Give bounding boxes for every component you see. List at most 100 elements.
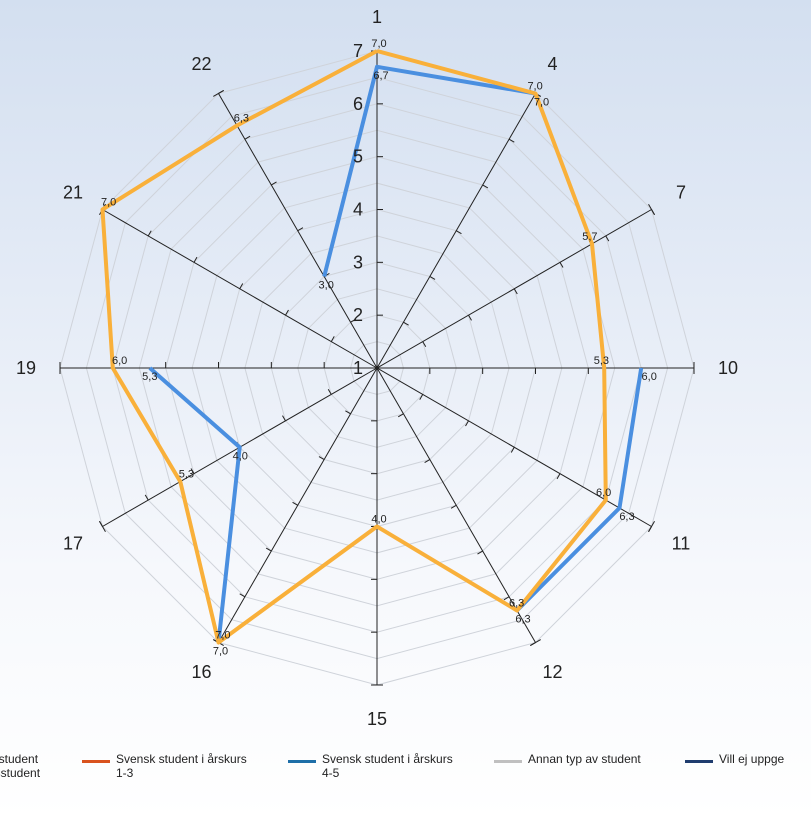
- data-label: 6,3: [509, 598, 524, 610]
- axis-tick: [190, 468, 195, 474]
- axis-tick: [424, 459, 431, 463]
- data-label: 4,0: [233, 450, 248, 462]
- axis-tick: [397, 413, 404, 418]
- axis-tick: [239, 593, 246, 598]
- axis-tick: [271, 181, 277, 186]
- legend-swatch: [288, 760, 316, 763]
- data-label: 6,3: [234, 112, 249, 124]
- legend-label: Svensk student i årskurs 4-5: [322, 752, 453, 780]
- axis-label: 10: [718, 358, 738, 378]
- axis-tick: [345, 410, 351, 415]
- axis-tick: [482, 184, 489, 189]
- axis-tick: [350, 318, 357, 323]
- axis-label: 16: [191, 662, 211, 682]
- radial-tick-label: 7: [353, 41, 363, 61]
- axis-tick: [513, 288, 518, 295]
- legend-swatch: [494, 760, 522, 763]
- series: [100, 49, 644, 645]
- axis-tick: [468, 314, 472, 321]
- radial-tick-label: 1: [353, 358, 363, 378]
- axis-tick: [144, 494, 149, 501]
- axis-tick: [559, 262, 564, 268]
- axis-label: 4: [547, 54, 557, 74]
- data-label: 6,0: [642, 371, 657, 383]
- legend: erstudentesstudent Svensk student i årsku…: [0, 752, 811, 802]
- data-label: 3,0: [319, 279, 334, 291]
- data-label: 7,0: [534, 96, 549, 108]
- radar-chart: 14710111215161719212212345676,77,06,06,3…: [16, 7, 738, 729]
- data-label: 6,7: [373, 70, 388, 82]
- axis-label: 12: [542, 662, 562, 682]
- axis-tick: [510, 447, 515, 453]
- axis-tick: [465, 420, 469, 427]
- axis-tick: [282, 415, 286, 422]
- axis-end-cap: [99, 521, 106, 532]
- axis-tick: [147, 230, 152, 237]
- axis-end-cap: [648, 204, 655, 215]
- data-label: 7,0: [215, 630, 230, 642]
- radial-tick-label: 4: [353, 200, 363, 220]
- axis-tick: [605, 235, 610, 242]
- axis-label: 21: [63, 183, 83, 203]
- data-label: 7,0: [371, 38, 386, 50]
- legend-swatch: [82, 760, 110, 763]
- axis-tick: [429, 276, 436, 280]
- axis-spoke: [218, 93, 378, 369]
- data-label: 6,0: [112, 355, 127, 367]
- legend-label: Annan typ av student: [528, 752, 641, 766]
- axis-end-cap: [213, 90, 224, 97]
- axis-end-cap: [530, 639, 541, 646]
- axis-tick: [265, 547, 272, 552]
- radial-tick-label: 3: [353, 252, 363, 272]
- axis-tick: [503, 596, 510, 601]
- axis-tick: [318, 456, 325, 460]
- legend-label: Vill ej uppge: [719, 752, 785, 766]
- axis-tick: [456, 230, 462, 235]
- axes: [59, 50, 695, 686]
- axis-tick: [285, 309, 289, 316]
- data-label: 5,3: [179, 469, 194, 481]
- axis-tick: [419, 394, 424, 400]
- axis-tick: [193, 256, 198, 263]
- data-label: 7,0: [527, 80, 542, 92]
- data-label: 7,0: [101, 197, 116, 209]
- axis-end-cap: [648, 521, 655, 532]
- radial-tick-label: 6: [353, 94, 363, 114]
- axis-tick: [477, 550, 483, 555]
- series-line: [148, 366, 242, 643]
- axis-tick: [403, 321, 409, 326]
- legend-swatch: [685, 760, 713, 763]
- data-label: 7,0: [213, 646, 228, 658]
- data-label: 4,0: [371, 514, 386, 526]
- axis-tick: [330, 336, 335, 342]
- axis-label: 17: [63, 534, 83, 554]
- data-label: 5,7: [582, 231, 597, 243]
- legend-item: Svensk student i årskurs 4-5: [288, 752, 453, 780]
- radial-tick-label: 2: [353, 305, 363, 325]
- axis-tick: [556, 473, 561, 480]
- legend-label: Svensk student i årskurs 1-3: [116, 752, 247, 780]
- legend-item: Annan typ av student: [494, 752, 641, 766]
- data-label: 6,0: [596, 487, 611, 499]
- series-line: [515, 367, 644, 612]
- axis-tick: [450, 504, 457, 509]
- data-label: 5,3: [142, 371, 157, 383]
- legend-item: Svensk student i årskurs 1-3: [82, 752, 247, 780]
- axis-tick: [422, 341, 427, 348]
- legend-item: Vill ej uppge: [685, 752, 784, 766]
- axis-tick: [239, 283, 244, 289]
- axis-label: 19: [16, 358, 36, 378]
- axis-label: 7: [676, 183, 686, 203]
- axis-label: 15: [367, 709, 387, 729]
- axis-tick: [244, 135, 251, 140]
- data-label: 6,3: [515, 614, 530, 626]
- data-label: 5,3: [594, 355, 609, 367]
- axis-label: 11: [672, 534, 691, 554]
- data-label: 6,3: [619, 511, 634, 523]
- axis-label: 1: [372, 7, 382, 27]
- labels: 14710111215161719212212345676,77,06,06,3…: [16, 7, 738, 729]
- legend-item: erstudentesstudent: [0, 752, 40, 780]
- radial-tick-label: 5: [353, 147, 363, 167]
- axis-tick: [327, 388, 332, 395]
- legend-label: erstudentesstudent: [0, 752, 41, 780]
